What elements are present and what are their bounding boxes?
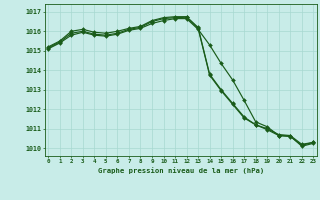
X-axis label: Graphe pression niveau de la mer (hPa): Graphe pression niveau de la mer (hPa) [98, 167, 264, 174]
